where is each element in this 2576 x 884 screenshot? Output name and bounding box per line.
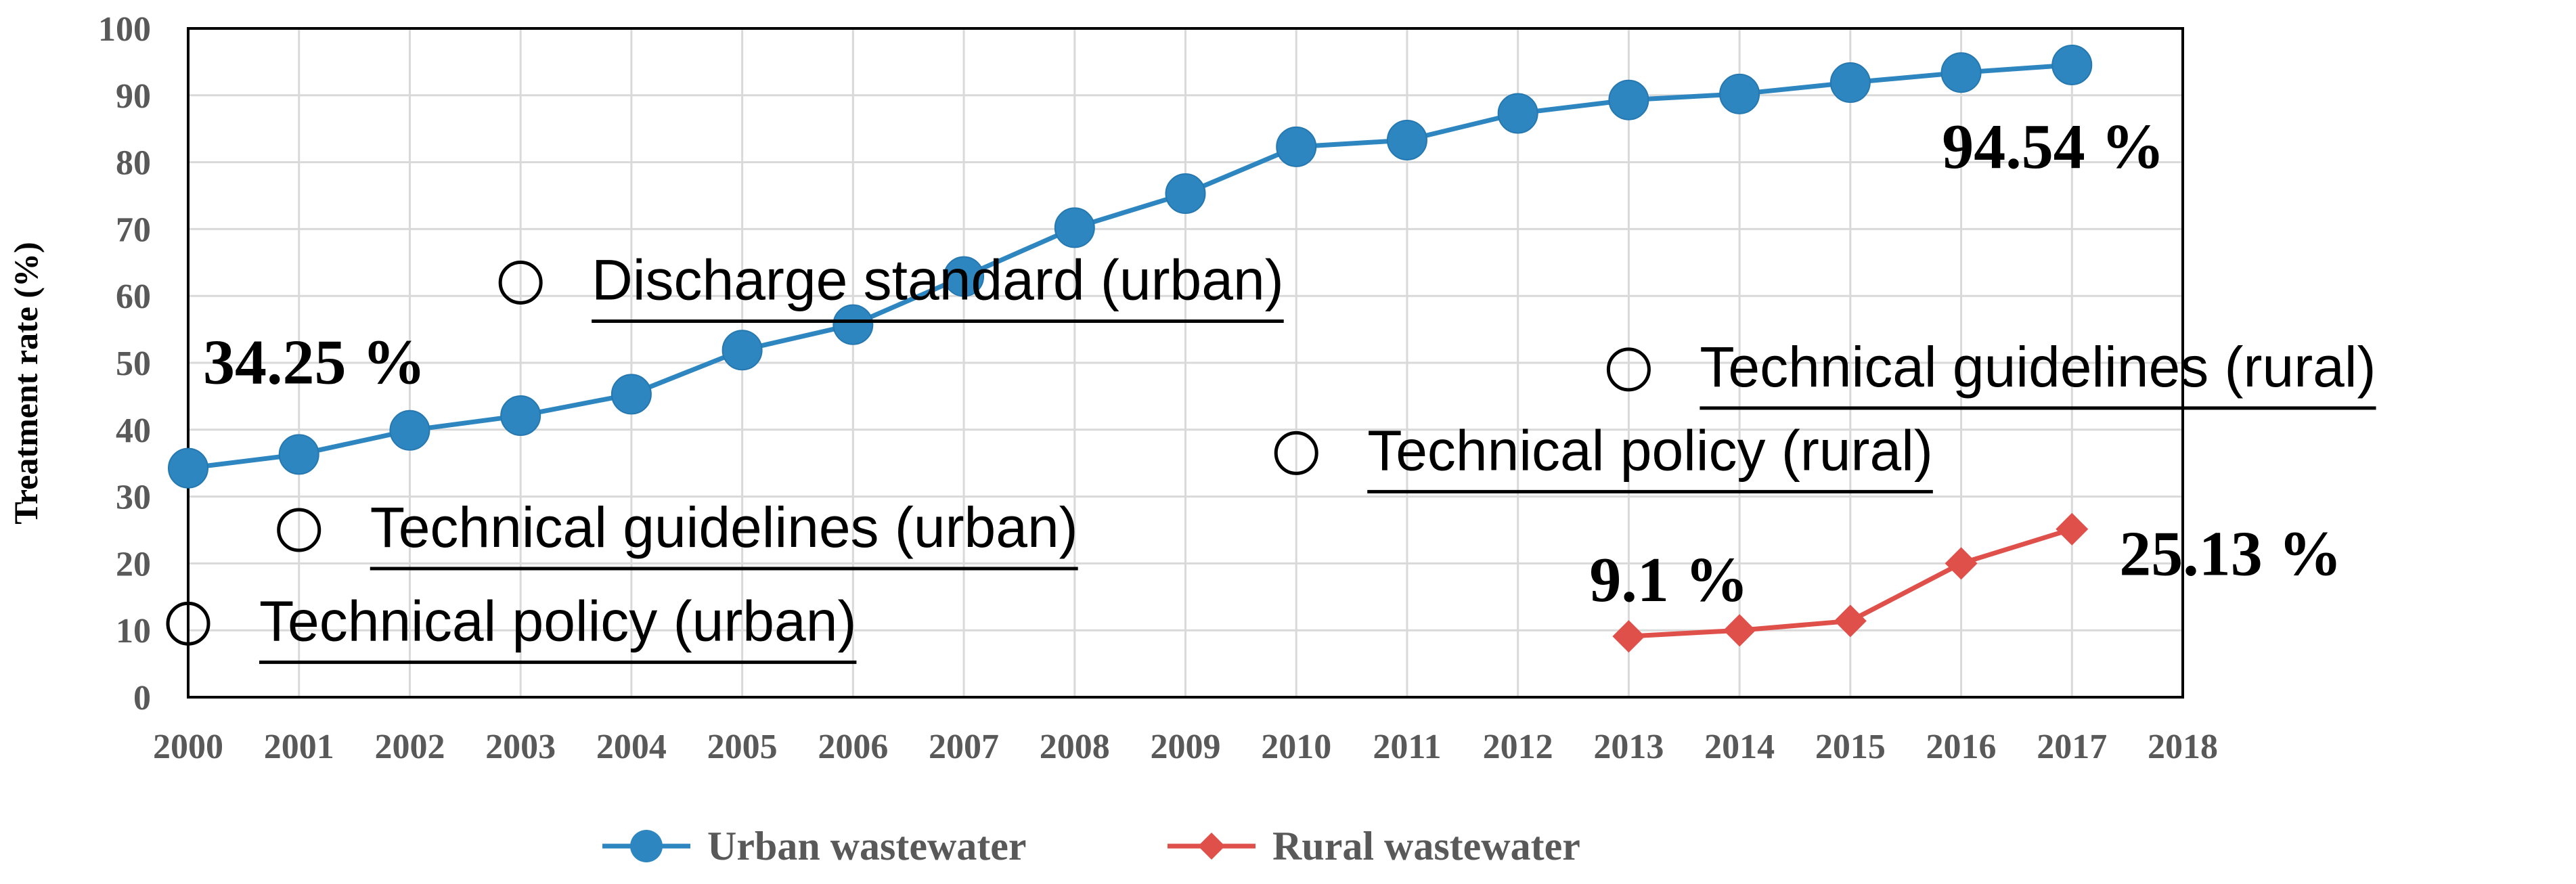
data-point [168, 447, 208, 489]
data-point [1945, 547, 1978, 580]
data-point [1165, 173, 1206, 215]
x-tick-label: 2015 [1815, 728, 1886, 766]
x-tick-label: 2011 [1373, 728, 1441, 766]
policy-event-marker [166, 601, 210, 646]
x-tick-label: 2009 [1151, 728, 1221, 766]
x-tick-label: 2002 [374, 728, 445, 766]
x-tick-label: 2012 [1483, 728, 1553, 766]
y-tick-label: 20 [116, 545, 151, 583]
x-tick-label: 2014 [1704, 728, 1775, 766]
value-labels-layer: 34.25 % 94.54 % 9.1 % 25.13 % [203, 112, 2342, 615]
y-tick-label: 100 [98, 10, 151, 49]
x-tick-label: 2006 [818, 728, 888, 766]
policy-event: Technical policy (rural) [1274, 418, 1933, 493]
y-tick-label: 90 [116, 77, 151, 116]
y-tick-label: 40 [116, 412, 151, 450]
y-tick-label: 70 [116, 211, 151, 249]
value-label: 34.25 % [203, 328, 426, 398]
policy-event: Technical guidelines (rural) [1606, 335, 2376, 410]
x-tick-label: 2010 [1261, 728, 1331, 766]
x-tick-label: 2018 [2148, 728, 2218, 766]
x-tick-label: 2013 [1593, 728, 1664, 766]
y-tick-label: 0 [133, 679, 151, 717]
data-point [832, 304, 874, 345]
legend-label: Urban wastewater [707, 824, 1027, 868]
data-point [610, 374, 652, 415]
policy-event-marker [1606, 347, 1651, 392]
value-label: 9.1 % [1589, 545, 1748, 615]
x-tick-label: 2004 [596, 728, 667, 766]
policy-event-marker [498, 260, 543, 305]
policy-event-marker [277, 508, 321, 552]
plot-area-frame [187, 27, 2184, 699]
policy-event: Technical policy (urban) [166, 589, 857, 664]
data-point [389, 410, 430, 451]
value-label: 94.54 % [1942, 112, 2164, 182]
y-tick-label: 60 [116, 278, 151, 316]
x-tick-label: 2008 [1040, 728, 1110, 766]
data-point [1719, 73, 1760, 114]
policy-event: Discharge standard (urban) [498, 248, 1284, 323]
data-point [2051, 44, 2093, 85]
data-point [1386, 119, 1427, 160]
x-tick-label: 2000 [153, 728, 223, 766]
policy-event: Technical guidelines (urban) [277, 495, 1078, 571]
data-point [1834, 604, 1867, 638]
y-tick-label: 10 [116, 612, 151, 650]
value-label: 25.13 % [2119, 519, 2342, 590]
x-axis-ticks: 2000 2001 2002 2003 2004 2005 2006 2007 2008 2009… [153, 728, 2218, 766]
x-tick-label: 2016 [1926, 728, 1997, 766]
legend-item: Rural wastewater [1168, 824, 1580, 868]
data-point [1608, 79, 1649, 120]
y-axis-title: Treatment rate (%) [7, 242, 45, 524]
data-point [721, 330, 763, 371]
data-point [1497, 93, 1538, 134]
series-layer [168, 44, 2093, 653]
data-point [1612, 620, 1645, 653]
data-point [943, 256, 985, 297]
x-tick-label: 2017 [2037, 728, 2107, 766]
data-point [500, 395, 541, 437]
legend-label: Rural wastewater [1272, 824, 1580, 868]
legend-item: Urban wastewater [602, 824, 1027, 868]
legend-marker [1198, 833, 1225, 860]
policy-event-label: Technical guidelines (urban) [370, 495, 1078, 559]
data-point [1829, 62, 1871, 104]
data-point [278, 434, 319, 475]
y-tick-label: 30 [116, 479, 151, 517]
policy-event-label: Technical guidelines (rural) [1700, 335, 2376, 399]
y-tick-label: 50 [116, 345, 151, 383]
policy-event-label: Discharge standard (urban) [592, 248, 1284, 311]
data-point [1940, 52, 1982, 93]
policy-event-label: Technical policy (urban) [259, 589, 856, 653]
policy-events-layer: Technical policy (urban) Technical guidel… [166, 248, 2376, 664]
legend-marker [630, 830, 663, 862]
legend: Urban wastewater Rural wastewater [602, 824, 1580, 868]
data-point [1054, 207, 1095, 248]
policy-event-marker [1274, 430, 1318, 475]
y-axis-ticks: 0 10 20 30 40 50 60 70 80 90 100 [98, 10, 151, 717]
data-point [2056, 512, 2089, 546]
data-point [1276, 126, 1317, 167]
series-rural-wastewater [1612, 512, 2089, 653]
x-tick-label: 2005 [707, 728, 778, 766]
y-tick-label: 80 [116, 144, 151, 183]
x-tick-label: 2007 [929, 728, 999, 766]
x-tick-label: 2001 [264, 728, 334, 766]
series-urban-wastewater [168, 44, 2093, 489]
policy-event-label: Technical policy (rural) [1367, 418, 1933, 482]
x-tick-label: 2003 [485, 728, 556, 766]
data-point [1723, 614, 1756, 647]
